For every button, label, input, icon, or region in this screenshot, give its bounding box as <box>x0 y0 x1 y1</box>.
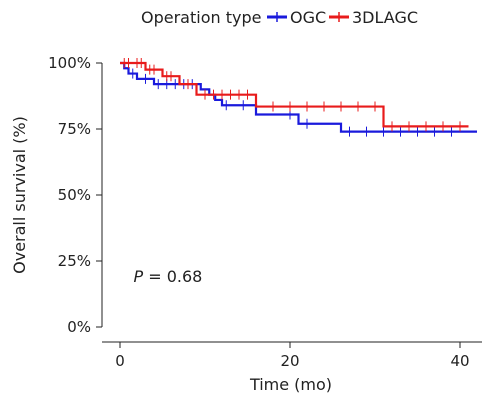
x-axis-title: Time (mo) <box>249 375 332 394</box>
curve-3dlagc <box>120 61 469 128</box>
legend: Operation type OGC 3DLAGC <box>141 8 418 27</box>
y-tick-label: 75% <box>58 120 91 138</box>
x-tick-label: 20 <box>280 352 299 370</box>
p-value-text: = 0.68 <box>143 267 202 286</box>
y-tick-label: 50% <box>58 186 91 204</box>
x-tick-label: 0 <box>115 352 125 370</box>
y-tick-label: 25% <box>58 252 91 270</box>
y-tick-label: 100% <box>48 54 91 72</box>
legend-label-ogc: OGC <box>290 8 326 27</box>
y-axis-title: Overall survival (%) <box>10 116 29 274</box>
plot-area <box>120 58 477 137</box>
y-axis: 0% 25% 50% 75% 100% <box>48 54 103 336</box>
x-axis: 0 20 40 <box>102 341 482 370</box>
x-tick-label: 40 <box>450 352 469 370</box>
curve-ogc <box>120 61 477 133</box>
legend-label-3dlagc: 3DLAGC <box>352 8 418 27</box>
p-value-symbol: P <box>134 267 144 286</box>
p-value-annotation: P = 0.68 <box>134 267 203 286</box>
legend-title: Operation type <box>141 8 261 27</box>
y-tick-label: 0% <box>67 318 91 336</box>
